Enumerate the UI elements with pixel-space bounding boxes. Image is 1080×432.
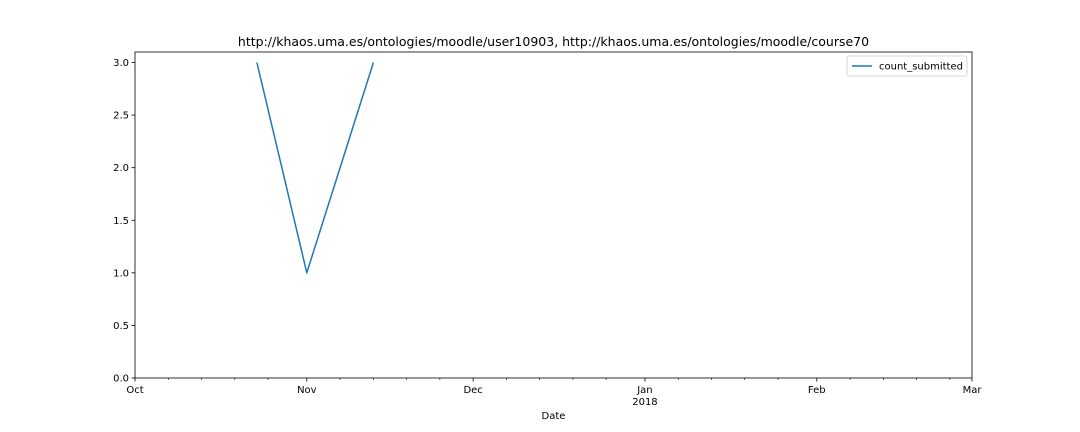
- y-tick-label: 1.5: [113, 216, 129, 227]
- plot-frame: [134, 51, 973, 379]
- x-axis-label: Date: [542, 411, 566, 422]
- y-tick-label: 0.0: [113, 374, 129, 385]
- y-tick-label: 0.5: [113, 321, 129, 332]
- legend: count_submitted: [846, 55, 968, 77]
- y-tick-label: 2.0: [113, 163, 129, 174]
- chart-title: http://khaos.uma.es/ontologies/moodle/us…: [238, 34, 869, 49]
- x-tick-label: Feb: [808, 385, 826, 396]
- x-tick-label: Nov: [297, 385, 317, 396]
- series-line-count_submitted: [256, 62, 375, 274]
- plot-area: [256, 62, 375, 274]
- x-tick-label: Jan: [636, 385, 652, 396]
- legend-box: [846, 55, 968, 77]
- legend-label: count_submitted: [879, 62, 963, 73]
- x-tick-sublabel: 2018: [632, 397, 657, 408]
- x-tick-label: Dec: [463, 385, 482, 396]
- y-tick-label: 2.5: [113, 111, 129, 122]
- x-tick-label: Mar: [963, 385, 983, 396]
- x-tick-label: Oct: [126, 385, 143, 396]
- y-tick-label: 3.0: [113, 58, 129, 69]
- y-tick-label: 1.0: [113, 268, 129, 279]
